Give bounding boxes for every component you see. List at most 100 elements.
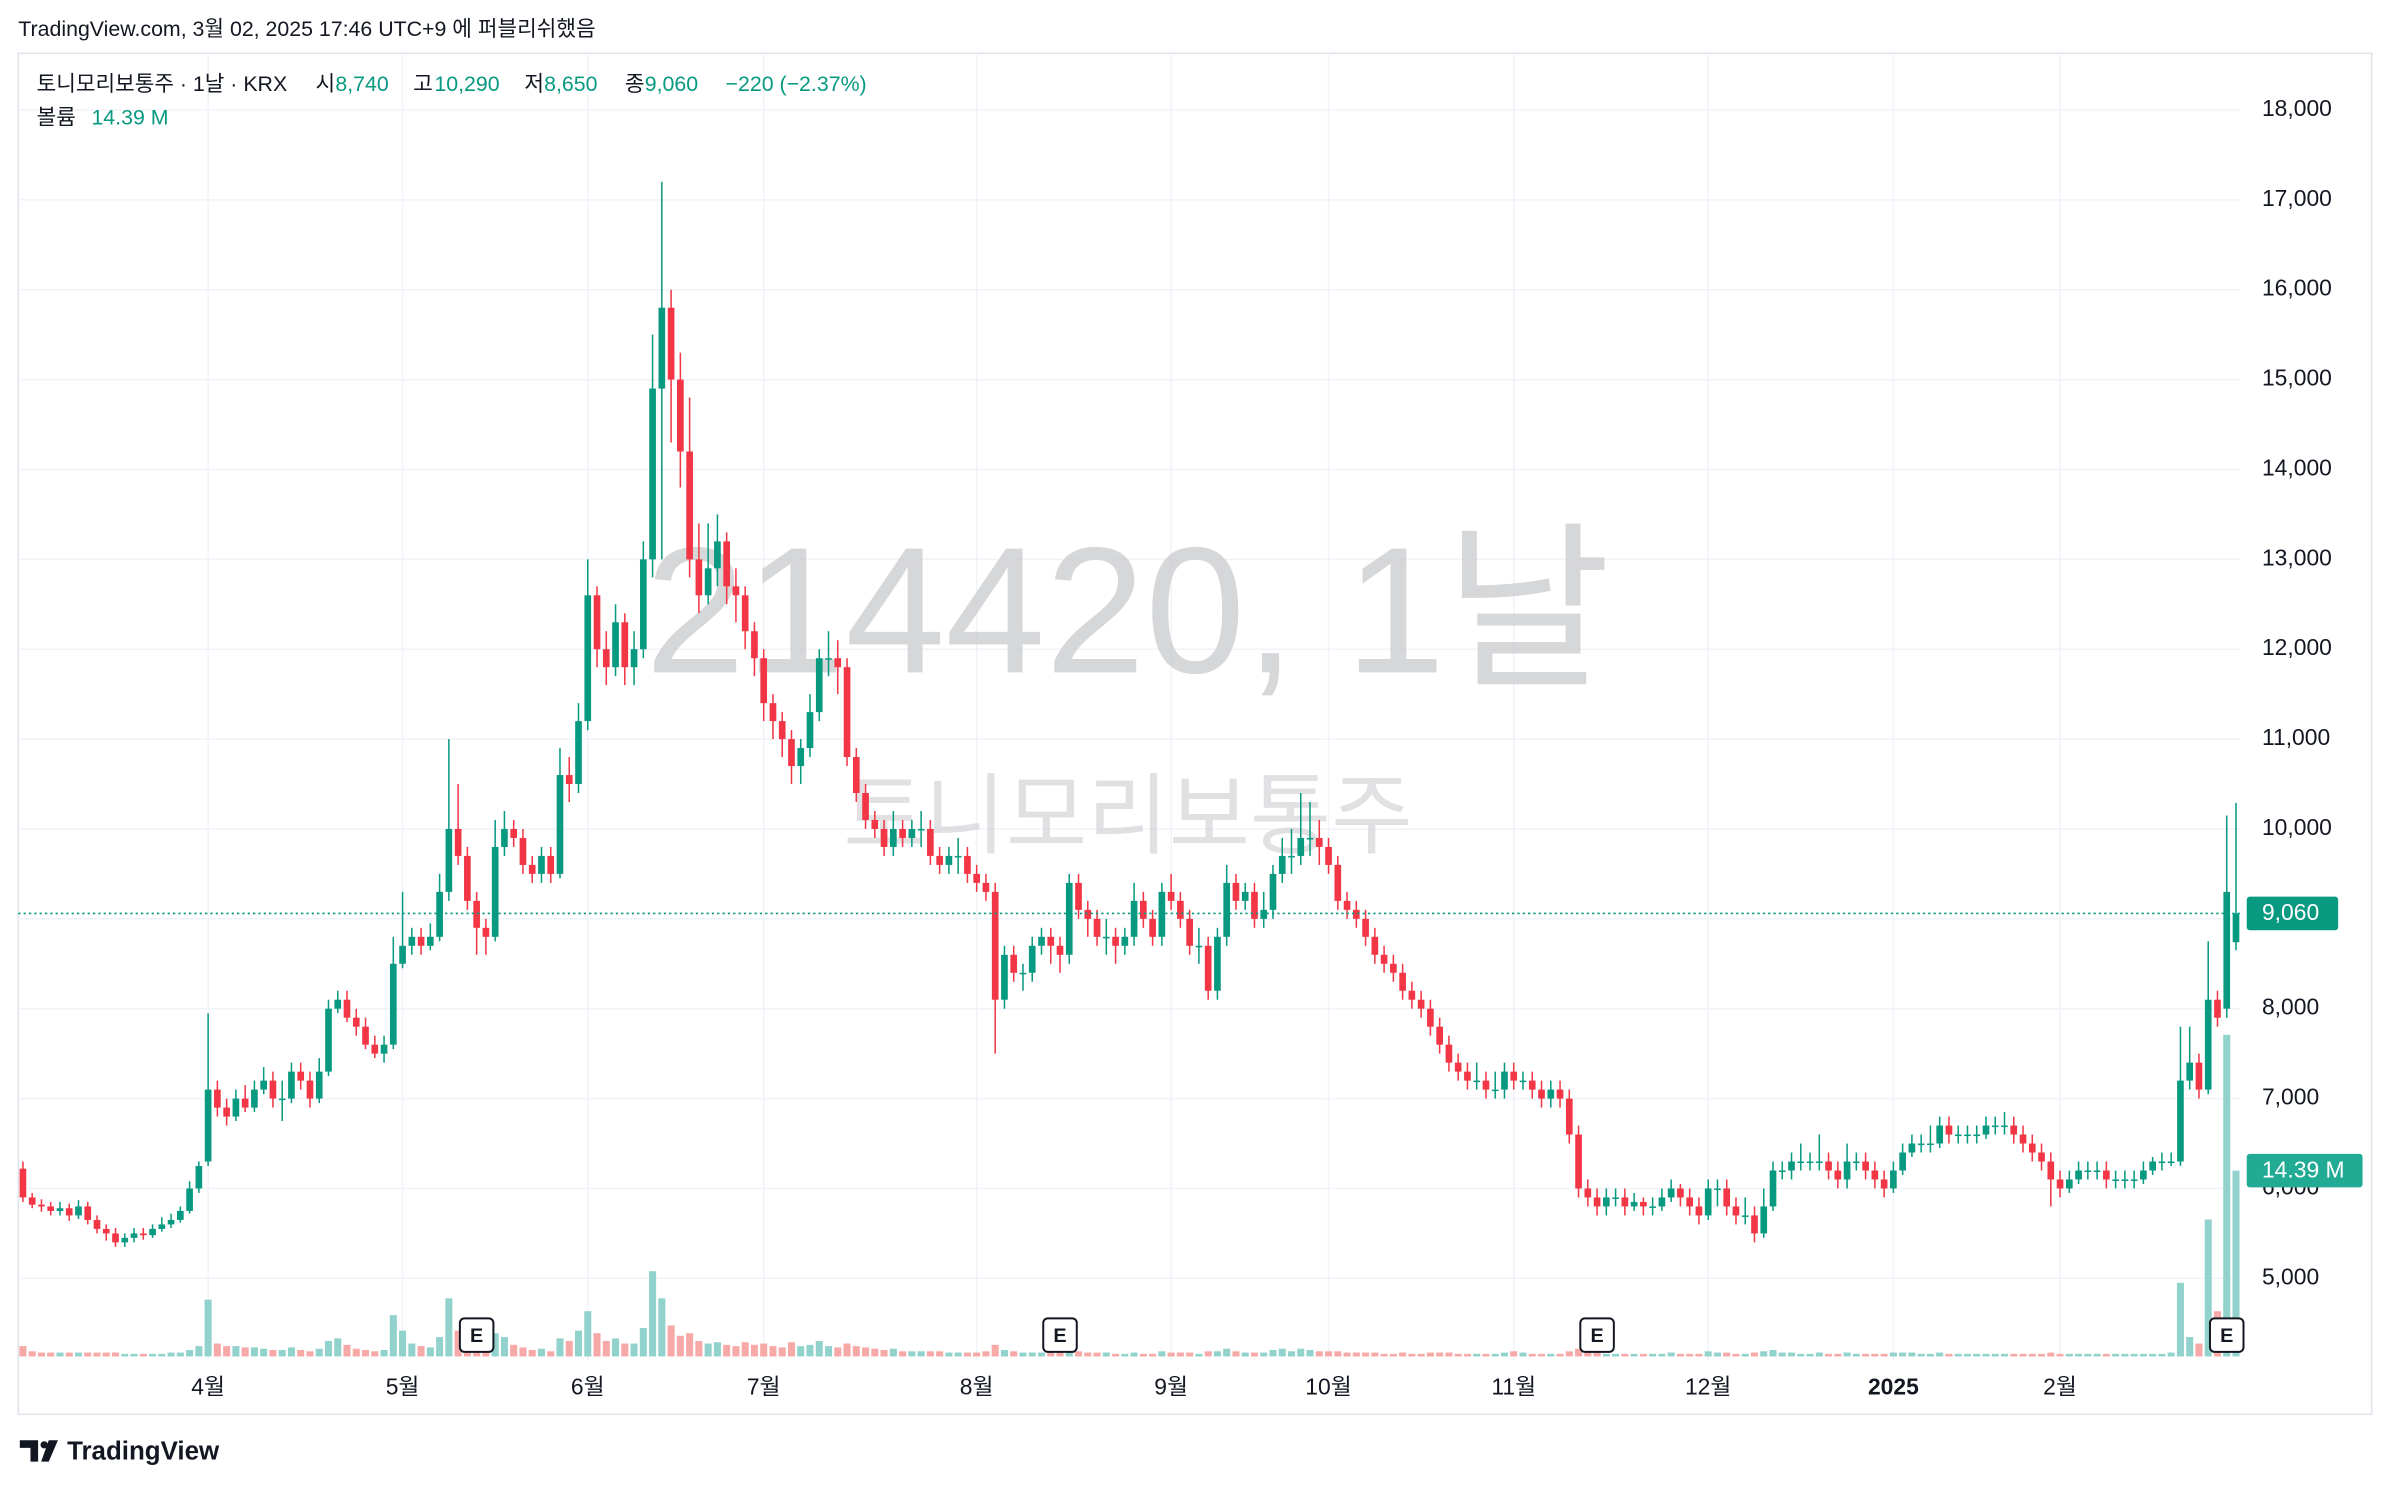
volume-bar — [65, 1352, 73, 1357]
volume-bar — [315, 1348, 323, 1357]
candle-body — [973, 873, 981, 883]
volume-bar — [2038, 1353, 2046, 1357]
candle-body — [2028, 1143, 2036, 1153]
volume-bar — [1352, 1352, 1360, 1357]
volume-bar — [1547, 1353, 1555, 1357]
volume-bar — [223, 1346, 231, 1357]
volume-bar — [908, 1351, 916, 1357]
candle-body — [1788, 1161, 1795, 1171]
legend-key: 고 — [413, 72, 433, 96]
candle-body — [2093, 1170, 2101, 1173]
candle-body — [2186, 1062, 2194, 1081]
legend-key: 시 — [316, 72, 336, 96]
volume-bar — [676, 1335, 684, 1357]
candle-body — [269, 1080, 277, 1099]
candle-body — [1640, 1201, 1647, 1207]
volume-bar — [1797, 1353, 1805, 1357]
volume-bar — [1343, 1352, 1351, 1357]
volume-bar — [1982, 1353, 1990, 1357]
candle-body — [2047, 1161, 2055, 1180]
candle-body — [1714, 1188, 1721, 1190]
volume-bar — [1473, 1353, 1481, 1357]
candle-body — [195, 1165, 203, 1189]
candle-body — [1964, 1134, 1971, 1137]
volume-bar — [2000, 1353, 2009, 1357]
candle-body — [1862, 1161, 1869, 1171]
event-label: E — [470, 1325, 483, 1347]
candle-body — [1325, 846, 1332, 865]
volume-bar — [1815, 1352, 1823, 1357]
volume-bar — [1056, 1352, 1064, 1357]
candle-body — [2232, 913, 2240, 943]
footer: TradingView — [19, 1437, 220, 1465]
x-tick-label: 6월 — [571, 1373, 605, 1399]
volume-bar — [602, 1340, 610, 1357]
volume-bar — [1500, 1352, 1508, 1357]
legend-volume-value: 14.39 M — [91, 106, 168, 130]
candle-body — [1649, 1206, 1656, 1208]
candle-body — [1352, 909, 1360, 919]
candle-body — [454, 828, 462, 856]
candle-body — [991, 891, 999, 1000]
candle-body — [593, 595, 601, 650]
candle-body — [427, 936, 434, 946]
volume-bar — [121, 1353, 129, 1357]
candle-body — [325, 1008, 332, 1072]
candle-body — [2177, 1080, 2184, 1162]
candle-body — [1102, 936, 1110, 939]
volume-bar — [945, 1352, 953, 1357]
volume-bar — [1926, 1353, 1934, 1357]
x-tick-label: 12월 — [1685, 1373, 1731, 1399]
candle-body — [1927, 1143, 1934, 1146]
candle-body — [510, 828, 518, 838]
volume-bar — [1269, 1349, 1277, 1357]
volume-bar — [1704, 1351, 1712, 1357]
y-tick-label: 11,000 — [2262, 724, 2330, 750]
volume-bar — [269, 1349, 277, 1357]
candle-body — [1834, 1170, 1842, 1180]
volume-bar — [186, 1349, 194, 1357]
candle-body — [1306, 837, 1314, 840]
candle-body — [417, 936, 425, 946]
candle-body — [1260, 909, 1268, 919]
candle-body — [93, 1219, 101, 1229]
volume-bar — [917, 1351, 925, 1357]
candle-body — [1695, 1206, 1703, 1216]
candle-body — [343, 999, 351, 1018]
candle-body — [852, 757, 860, 794]
candle-body — [389, 963, 397, 1045]
event-box — [2208, 1317, 2245, 1353]
legend-value: 8,650 — [544, 72, 598, 96]
volume-bar — [2149, 1353, 2157, 1357]
volume-bar — [278, 1349, 286, 1357]
candle-body — [741, 595, 749, 632]
volume-bar — [1436, 1352, 1444, 1357]
candle-body — [2140, 1170, 2147, 1180]
candle-body — [917, 828, 925, 831]
candle-body — [2075, 1170, 2082, 1180]
volume-bar — [454, 1330, 462, 1357]
volume-bar — [37, 1352, 45, 1357]
volume-bar — [621, 1343, 629, 1357]
legend-value: 8,740 — [335, 72, 389, 96]
volume-bar — [630, 1343, 638, 1357]
volume-bar — [1491, 1353, 1499, 1357]
x-tick-label: 10월 — [1305, 1373, 1351, 1399]
candle-body — [1825, 1161, 1832, 1171]
y-tick-label: 15,000 — [2262, 365, 2332, 391]
volume-bar — [2121, 1353, 2129, 1357]
volume-bar — [28, 1351, 36, 1357]
candle-body — [102, 1228, 110, 1234]
candle-body — [167, 1219, 175, 1225]
candle-body — [1778, 1170, 1786, 1173]
volume-bar — [723, 1344, 731, 1357]
candle-body — [1686, 1197, 1694, 1207]
candle-body — [1445, 1044, 1453, 1063]
volume-bar — [371, 1351, 379, 1357]
volume-bar — [2010, 1353, 2018, 1357]
candle-body — [2084, 1170, 2092, 1173]
volume-bar — [1084, 1352, 1092, 1357]
volume-bar — [362, 1349, 370, 1357]
